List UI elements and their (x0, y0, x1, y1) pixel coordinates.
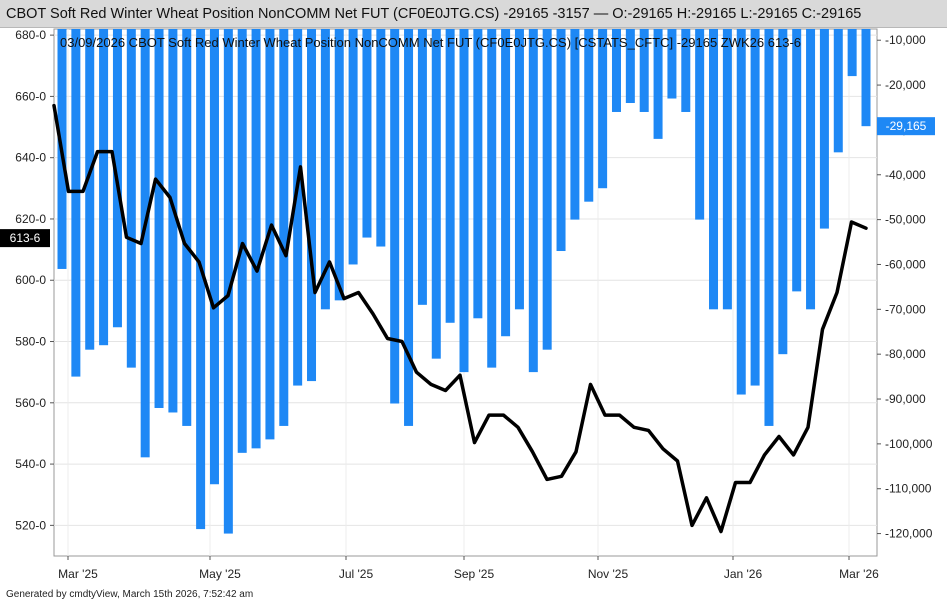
x-tick-label: Jan '26 (724, 567, 763, 581)
right-tick-label: -100,000 (885, 437, 933, 451)
position-bar (819, 29, 829, 229)
position-bar (764, 29, 774, 426)
position-bar (847, 29, 857, 77)
x-tick-label: Jul '25 (339, 567, 374, 581)
position-bar (778, 29, 788, 355)
position-bar (501, 29, 511, 337)
position-bar (445, 29, 455, 323)
position-bar (279, 29, 289, 426)
left-tick-label: 540-0 (15, 457, 46, 471)
position-bar (293, 29, 303, 386)
position-bar (528, 29, 538, 373)
position-bar (404, 29, 414, 426)
position-bar (334, 29, 344, 301)
right-value-tag (877, 117, 935, 136)
x-tick-label: May '25 (199, 567, 241, 581)
position-bar (154, 29, 164, 408)
position-bar (223, 29, 233, 534)
left-tick-label: 620-0 (15, 212, 46, 226)
overlay-legend: 03/09/2026 CBOT Soft Red Winter Wheat Po… (60, 35, 801, 50)
position-bar (487, 29, 497, 368)
right-tick-label: -20,000 (885, 78, 926, 92)
position-bar (417, 29, 427, 305)
right-tick-label: -90,000 (885, 392, 926, 406)
position-bar (625, 29, 635, 104)
position-bar (71, 29, 81, 377)
position-bar (736, 29, 746, 395)
right-tick-label: -80,000 (885, 347, 926, 361)
left-value-tag (0, 229, 50, 248)
right-tick-label: -70,000 (885, 302, 926, 316)
position-bar (806, 29, 816, 310)
left-tick-label: 580-0 (15, 335, 46, 349)
position-bar (251, 29, 261, 449)
chart-title: CBOT Soft Red Winter Wheat Position NonC… (0, 0, 947, 28)
position-bar (639, 29, 649, 112)
position-bar (348, 29, 358, 265)
position-bar (473, 29, 483, 319)
position-bar (709, 29, 719, 310)
price-line (52, 103, 868, 534)
x-tick-label: Nov '25 (588, 567, 629, 581)
position-bar (570, 29, 580, 220)
left-tick-label: 640-0 (15, 151, 46, 165)
position-bar (196, 29, 206, 530)
position-bar (126, 29, 136, 368)
position-bar (653, 29, 663, 139)
right-tick-label: -10,000 (885, 33, 926, 47)
position-bar (598, 29, 608, 189)
position-bar (362, 29, 372, 238)
position-bar (237, 29, 247, 453)
left-value-label: 613-6 (10, 231, 41, 245)
position-bar (611, 29, 621, 112)
left-tick-label: 660-0 (15, 89, 46, 103)
left-tick-label: 680-0 (15, 28, 46, 42)
right-tick-label: -120,000 (885, 527, 933, 541)
position-bar (833, 29, 843, 153)
position-bar (722, 29, 732, 310)
position-bar (542, 29, 552, 350)
position-bar (556, 29, 566, 252)
position-bar (861, 29, 871, 127)
left-tick-label: 520-0 (15, 518, 46, 532)
position-bar (182, 29, 192, 426)
position-bar (750, 29, 760, 386)
position-bar (390, 29, 400, 404)
right-tick-label: -50,000 (885, 213, 926, 227)
left-tick-label: 600-0 (15, 273, 46, 287)
position-bar (459, 29, 469, 373)
left-tick-label: 560-0 (15, 396, 46, 410)
position-bar (376, 29, 386, 247)
right-value-label: -29,165 (886, 119, 927, 133)
position-bar (140, 29, 150, 458)
position-bar (168, 29, 178, 413)
position-bar (99, 29, 109, 346)
position-bar (320, 29, 330, 310)
right-tick-label: -110,000 (885, 482, 932, 496)
right-tick-label: -40,000 (885, 168, 926, 182)
position-bar (695, 29, 705, 220)
position-bar (584, 29, 594, 202)
footer-generated: Generated by cmdtyView, March 15th 2026,… (6, 589, 254, 600)
position-bar (514, 29, 524, 310)
position-bar (307, 29, 317, 382)
x-tick-label: Mar '25 (58, 567, 98, 581)
position-bar (85, 29, 95, 350)
x-tick-label: Mar '26 (839, 567, 879, 581)
position-bar (667, 29, 677, 99)
x-tick-label: Sep '25 (454, 567, 495, 581)
position-bar (431, 29, 441, 359)
position-bar (792, 29, 802, 292)
right-tick-label: -60,000 (885, 257, 926, 271)
position-bar (209, 29, 219, 485)
position-bar (681, 29, 691, 112)
